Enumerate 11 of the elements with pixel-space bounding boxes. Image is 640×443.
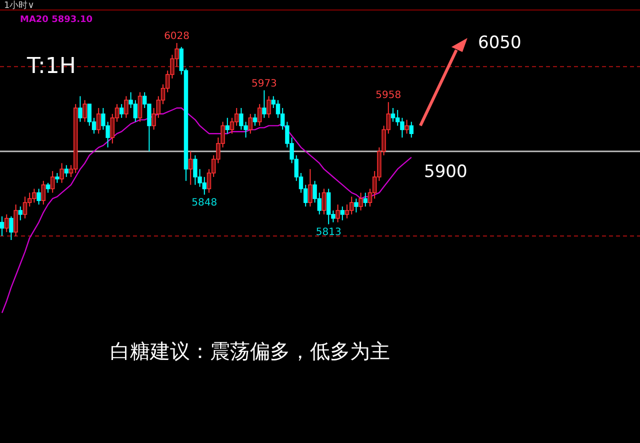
annotation: 5813 bbox=[316, 227, 342, 238]
annotation: 5848 bbox=[192, 198, 218, 209]
annotation: 5973 bbox=[251, 78, 277, 90]
text: 白糖建议：震荡偏多，低多为主 bbox=[110, 339, 390, 363]
legend: MA20 5893.10 bbox=[20, 15, 93, 25]
text: 6050 bbox=[478, 33, 522, 53]
annotation: T:1H bbox=[26, 54, 76, 79]
text: 5900 bbox=[424, 162, 468, 182]
annotation: 5958 bbox=[376, 90, 402, 102]
text: 1小时∨ bbox=[4, 0, 34, 11]
annotation: 6028 bbox=[164, 31, 190, 42]
